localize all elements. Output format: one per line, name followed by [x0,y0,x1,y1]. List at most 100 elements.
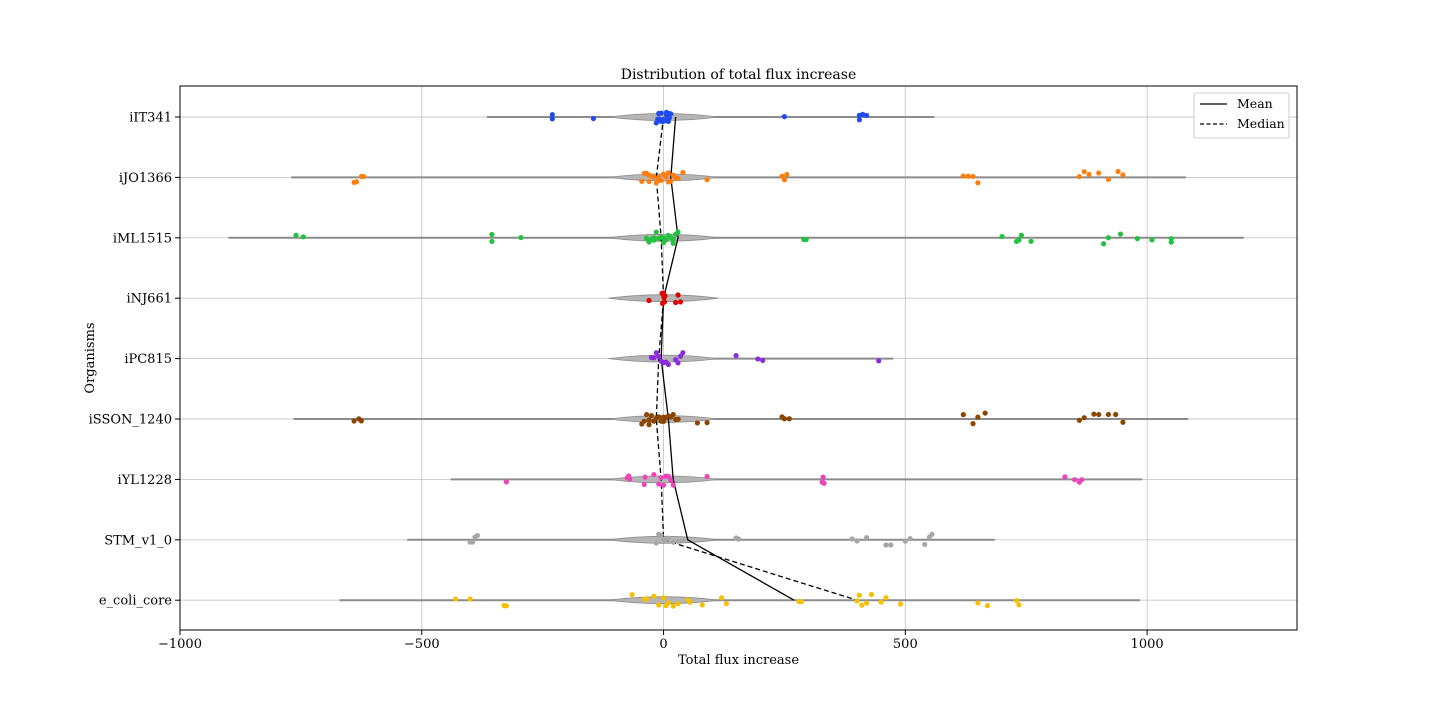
data-point-iYL1228 [658,475,664,481]
data-point-e_coli_core [675,601,681,607]
data-point-iYL1228 [670,482,676,488]
data-point-iPC815 [876,358,882,364]
data-point-iSSON_1240 [670,411,676,418]
data-point-STM_v1_0 [864,534,870,541]
y-tick-label: iIT341 [129,111,172,126]
data-point-iPC815 [760,357,766,363]
data-point-e_coli_core [687,599,693,605]
data-point-iNJ661 [646,297,652,304]
data-point-iJO1366 [1120,172,1126,178]
data-point-STM_v1_0 [735,536,742,542]
data-point-e_coli_core [975,600,981,606]
data-point-e_coli_core [718,595,725,601]
y-tick-label: iSSON_1240 [89,413,172,428]
data-point-iJO1366 [975,180,981,186]
y-tick-label: iML1515 [113,231,172,246]
data-point-iIT341 [856,117,862,123]
data-point-iSSON_1240 [644,411,650,418]
data-point-STM_v1_0 [675,538,681,544]
data-point-iIT341 [665,118,671,125]
data-point-STM_v1_0 [849,536,855,542]
data-point-iML1515 [518,234,524,241]
data-point-e_coli_core [864,600,870,606]
data-point-iML1515 [660,240,667,246]
data-point-iSSON_1240 [975,414,981,420]
data-point-iML1515 [1117,231,1124,237]
data-point-iYL1228 [642,474,648,480]
data-point-iML1515 [644,235,650,241]
data-point-iML1515 [803,236,809,243]
data-point-e_coli_core [856,592,862,598]
data-point-iJO1366 [639,178,645,184]
data-point-iPC815 [675,360,681,366]
violin-body [608,354,719,363]
data-points [293,109,1174,609]
data-point-iYL1228 [660,482,667,488]
data-point-e_coli_core [660,595,667,601]
data-point-STM_v1_0 [888,542,894,548]
data-point-iML1515 [1105,235,1112,241]
data-point-iIT341 [668,111,674,117]
data-point-iPC815 [733,353,739,359]
data-point-iJO1366 [646,178,652,185]
data-point-iJO1366 [663,174,669,180]
data-point-STM_v1_0 [665,535,671,541]
data-point-iJO1366 [361,173,367,180]
data-point-iML1515 [1016,237,1022,243]
data-point-iJO1366 [1076,173,1083,180]
data-point-STM_v1_0 [854,538,860,544]
data-point-iIT341 [658,118,664,124]
data-point-iIT341 [656,110,662,117]
data-point-iYL1228 [641,481,647,488]
data-point-e_coli_core [467,596,473,602]
data-point-e_coli_core [453,596,459,602]
data-point-iJO1366 [784,171,790,178]
data-point-iIT341 [549,116,555,122]
data-point-iSSON_1240 [1105,411,1112,418]
data-point-iJO1366 [675,175,681,182]
legend: Mean Median [1193,92,1290,139]
violin-body [608,475,719,484]
data-point-e_coli_core [670,603,676,609]
y-tick-label: iNJ661 [126,292,172,307]
data-point-e_coli_core [868,591,875,598]
data-point-iML1515 [300,234,306,240]
data-point-iML1515 [1018,232,1024,238]
data-point-iSSON_1240 [675,416,681,422]
data-point-iJO1366 [1105,176,1112,183]
data-point-e_coli_core [699,602,705,608]
data-point-iML1515 [1100,241,1107,247]
plot-area-frame [179,85,1298,631]
data-point-iNJ661 [661,299,668,305]
y-axis-label: Organisms [83,322,98,393]
data-point-iSSON_1240 [1091,411,1097,417]
data-point-iML1515 [489,238,495,245]
y-axis-ticks: iIT341 iJO1366 iML1515 iNJ661 iPC815 iSSON_12… [89,111,180,609]
data-point-iML1515 [670,240,676,246]
data-point-iSSON_1240 [970,421,976,427]
data-point-e_coli_core [656,602,662,608]
data-point-iIT341 [549,112,555,118]
data-point-iYL1228 [668,477,674,483]
data-point-iSSON_1240 [781,416,788,422]
data-point-e_coli_core [1016,602,1022,608]
data-point-iPC815 [665,361,671,368]
data-point-iSSON_1240 [646,417,652,423]
data-point-iYL1228 [656,481,662,487]
data-point-e_coli_core [651,593,657,599]
data-point-iJO1366 [970,173,976,180]
y-tick-label: STM_v1_0 [104,533,172,548]
data-point-iYL1228 [1062,474,1068,480]
data-point-e_coli_core [859,602,865,608]
data-point-iIT341 [590,115,597,122]
chart-title: Distribution of total flux increase [621,67,857,83]
x-tick-label: −500 [404,637,440,652]
data-point-iML1515 [670,236,676,242]
data-point-e_coli_core [665,600,671,606]
data-point-e_coli_core [878,599,884,605]
data-point-iPC815 [755,356,761,362]
data-point-iSSON_1240 [1096,411,1102,418]
data-point-e_coli_core [629,591,635,598]
data-point-iJO1366 [353,179,360,185]
data-point-iYL1228 [503,479,509,485]
